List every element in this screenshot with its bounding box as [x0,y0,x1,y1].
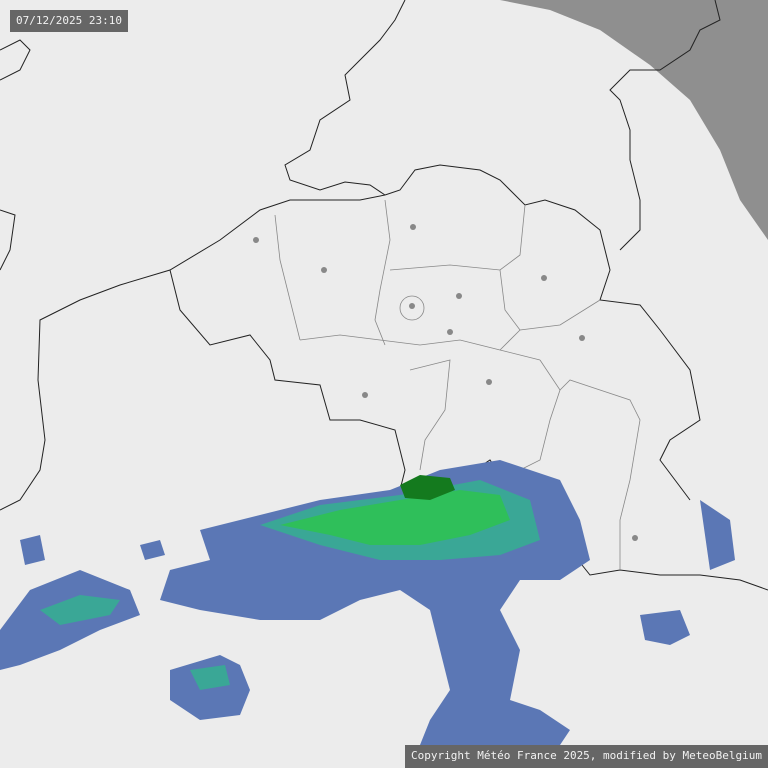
province-borders [274,199,641,570]
timestamp-label: 07/12/2025 23:10 [10,10,128,32]
precipitation-very-heavy [400,475,455,500]
city-markers [253,224,638,541]
national-borders [0,0,768,591]
copyright-label: Copyright Météo France 2025, modified by… [405,745,768,768]
precipitation-heavy [280,490,510,545]
out-of-range-area [500,0,768,240]
